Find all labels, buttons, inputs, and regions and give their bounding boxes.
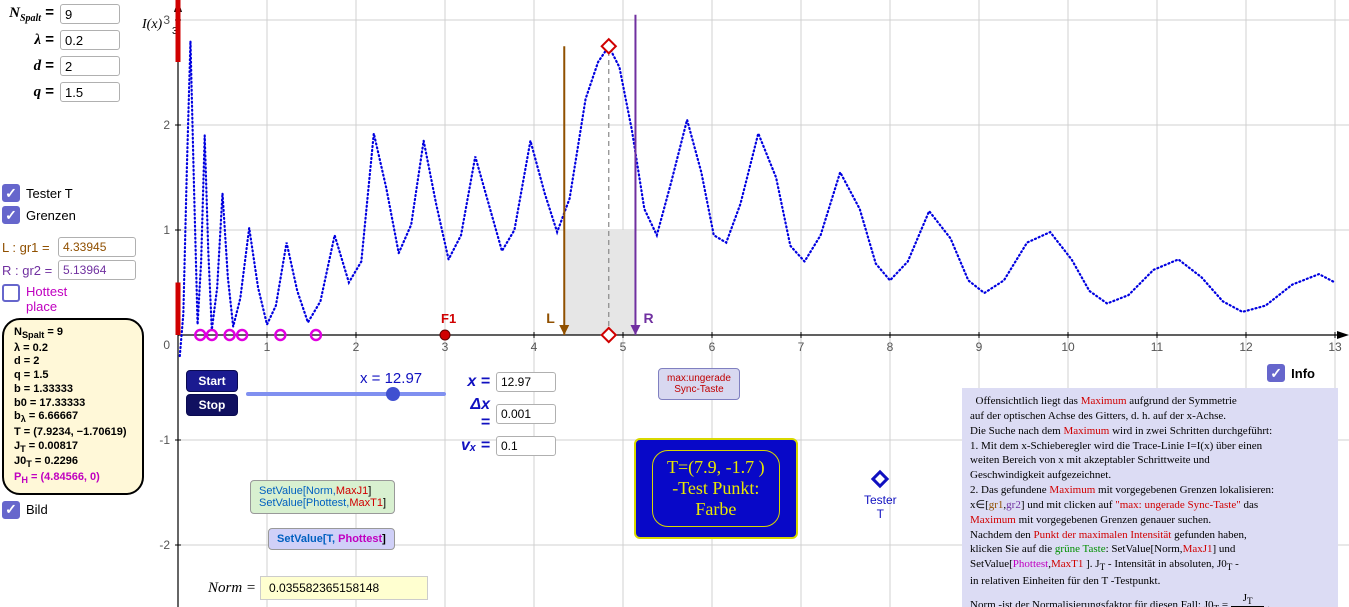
x-label: x = (460, 373, 496, 391)
param-q: q = (2, 82, 172, 102)
vx-input[interactable] (496, 436, 556, 456)
checkbox-icon: ✓ (1267, 364, 1285, 382)
svg-text:3: 3 (442, 340, 449, 354)
svg-text:2: 2 (353, 340, 360, 354)
check-info[interactable]: ✓ Info (1267, 364, 1315, 382)
gr1-label: L : gr1 = (2, 240, 58, 255)
setvalue-t-box[interactable]: SetValue[T, Phottest] (268, 528, 395, 550)
nspalt-input[interactable] (60, 4, 120, 24)
svg-text:8: 8 (887, 340, 894, 354)
check-tester-label: Tester T (26, 186, 73, 201)
checkbox-icon: ✓ (2, 501, 20, 519)
checkbox-icon: ✓ (2, 184, 20, 202)
svg-text:11: 11 (1151, 340, 1164, 354)
lambda-input[interactable] (60, 30, 120, 50)
svg-text:R: R (643, 310, 653, 326)
x-row: x = (460, 372, 556, 392)
q-input[interactable] (60, 82, 120, 102)
gr2-input[interactable] (58, 260, 136, 280)
slider-track[interactable] (246, 392, 446, 396)
diamond-icon (869, 468, 891, 490)
dx-row: Δx = (460, 396, 556, 432)
check-bild[interactable]: ✓ Bild (2, 501, 172, 519)
svg-text:4: 4 (531, 340, 538, 354)
svg-text:-2: -2 (159, 538, 170, 552)
hottest-label: Hottest place (26, 284, 67, 314)
anim-controls: Start Stop (186, 368, 238, 418)
svg-text:L: L (546, 310, 555, 326)
param-nspalt: NSpalt = (2, 4, 172, 24)
tester-marker[interactable]: Tester T (864, 468, 897, 521)
checkbox-icon (2, 284, 20, 302)
svg-text:7: 7 (798, 340, 805, 354)
x-input[interactable] (496, 372, 556, 392)
svg-text:1: 1 (264, 340, 271, 354)
svg-text:6: 6 (709, 340, 716, 354)
sync-button[interactable]: max:ungerade Sync-Taste (658, 368, 740, 400)
slider-thumb[interactable] (386, 387, 400, 401)
tbox-line3: Farbe (667, 499, 765, 520)
gr1-input[interactable] (58, 237, 136, 257)
gr2-label: R : gr2 = (2, 263, 58, 278)
check-tester[interactable]: ✓ Tester T (2, 184, 172, 202)
check-hottest[interactable]: Hottest place (2, 284, 172, 314)
info-panel: Offensichtlich liegt das Maximum aufgrun… (962, 388, 1338, 607)
tbox-line2: -Test Punkt: (667, 478, 765, 499)
norm-row: Norm = 0.035582365158148 (208, 576, 428, 600)
check-grenzen-label: Grenzen (26, 208, 76, 223)
start-button[interactable]: Start (186, 370, 238, 392)
value-inputs: x = Δx = vₓ = (460, 368, 556, 460)
gr1-row: L : gr1 = (2, 237, 172, 257)
svg-text:13: 13 (1328, 340, 1342, 354)
dx-label: Δx = (460, 396, 496, 432)
tbox-line1: T=(7.9, -1.7 ) (667, 457, 765, 478)
check-info-label: Info (1291, 366, 1315, 381)
d-input[interactable] (60, 56, 120, 76)
gr2-row: R : gr2 = (2, 260, 172, 280)
slider-label: x = 12.97 (360, 370, 422, 387)
param-d: d = (2, 56, 172, 76)
vx-label: vₓ = (460, 437, 496, 455)
svg-text:10: 10 (1061, 340, 1075, 354)
checkbox-icon: ✓ (2, 206, 20, 224)
check-bild-label: Bild (26, 502, 48, 517)
svg-text:F1: F1 (441, 311, 456, 326)
svg-text:12: 12 (1239, 340, 1253, 354)
param-lambda: λ = (2, 30, 172, 50)
setvalue-norm-box[interactable]: SetValue[Norm,MaxJ1] SetValue[Phottest,M… (250, 480, 395, 514)
dx-input[interactable] (496, 404, 556, 424)
norm-label: Norm = (208, 580, 256, 597)
svg-text:5: 5 (620, 340, 627, 354)
vx-row: vₓ = (460, 436, 556, 456)
status-box: NSpalt = 9 λ = 0.2 d = 2 q = 1.5 b = 1.3… (2, 318, 144, 495)
svg-text:9: 9 (976, 340, 983, 354)
check-grenzen[interactable]: ✓ Grenzen (2, 206, 172, 224)
norm-value[interactable]: 0.035582365158148 (260, 576, 428, 600)
left-panel: NSpalt = λ = d = q = ✓ Tester T ✓ Grenze… (2, 4, 172, 523)
stop-button[interactable]: Stop (186, 394, 238, 416)
test-point-box: T=(7.9, -1.7 ) -Test Punkt: Farbe (634, 438, 798, 539)
